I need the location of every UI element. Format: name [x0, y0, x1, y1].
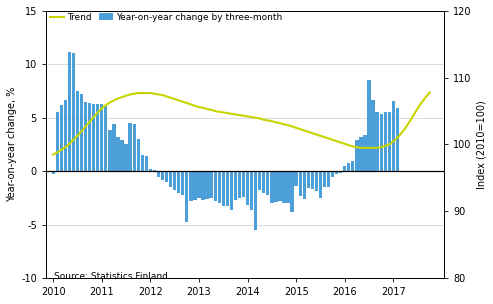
Bar: [181, 171, 184, 195]
Bar: [282, 171, 285, 203]
Bar: [157, 171, 160, 177]
Bar: [96, 104, 100, 171]
Bar: [141, 155, 144, 171]
Bar: [327, 171, 330, 187]
Bar: [396, 108, 399, 171]
Bar: [274, 171, 278, 202]
Bar: [104, 106, 107, 171]
Bar: [201, 171, 205, 200]
Bar: [193, 171, 197, 200]
Bar: [210, 171, 213, 198]
Bar: [254, 171, 257, 230]
Bar: [367, 80, 371, 171]
Bar: [299, 171, 302, 196]
Bar: [331, 171, 334, 177]
Bar: [76, 91, 79, 171]
Bar: [380, 113, 383, 171]
Bar: [294, 171, 298, 186]
Bar: [387, 112, 391, 171]
Bar: [144, 156, 148, 171]
Bar: [84, 102, 87, 171]
Bar: [133, 124, 136, 171]
Bar: [351, 161, 354, 171]
Bar: [307, 171, 310, 188]
Bar: [347, 163, 351, 171]
Bar: [290, 171, 294, 212]
Bar: [246, 171, 249, 206]
Bar: [371, 100, 375, 171]
Bar: [80, 94, 83, 171]
Y-axis label: Index (2010=100): Index (2010=100): [476, 100, 486, 189]
Bar: [60, 105, 63, 171]
Bar: [100, 104, 104, 171]
Bar: [286, 171, 290, 203]
Bar: [120, 140, 124, 171]
Bar: [359, 137, 362, 171]
Bar: [137, 139, 140, 171]
Bar: [56, 112, 59, 171]
Bar: [129, 123, 132, 171]
Legend: Trend, Year-on-year change by three-month: Trend, Year-on-year change by three-mont…: [50, 13, 283, 22]
Bar: [266, 171, 270, 195]
Bar: [213, 171, 217, 201]
Bar: [355, 140, 358, 171]
Bar: [64, 100, 67, 171]
Bar: [92, 104, 95, 171]
Bar: [88, 103, 91, 171]
Bar: [197, 171, 201, 198]
Bar: [335, 171, 338, 174]
Bar: [52, 171, 55, 174]
Bar: [68, 52, 71, 171]
Bar: [303, 171, 306, 199]
Bar: [226, 171, 229, 206]
Bar: [230, 171, 233, 210]
Bar: [116, 137, 120, 171]
Bar: [161, 171, 164, 180]
Bar: [363, 135, 367, 171]
Bar: [206, 171, 209, 199]
Bar: [242, 171, 245, 197]
Bar: [165, 171, 168, 182]
Bar: [222, 171, 225, 206]
Bar: [217, 171, 221, 203]
Bar: [189, 171, 192, 201]
Bar: [238, 171, 241, 198]
Bar: [169, 171, 172, 187]
Bar: [72, 53, 75, 171]
Text: Source: Statistics Finland: Source: Statistics Finland: [54, 272, 168, 281]
Bar: [234, 171, 237, 200]
Bar: [108, 130, 111, 171]
Bar: [384, 112, 387, 171]
Bar: [112, 124, 115, 171]
Bar: [391, 101, 395, 171]
Y-axis label: Year-on-year change, %: Year-on-year change, %: [7, 87, 17, 202]
Bar: [339, 171, 342, 173]
Bar: [270, 171, 274, 203]
Bar: [343, 166, 347, 171]
Bar: [185, 171, 188, 223]
Bar: [250, 171, 253, 210]
Bar: [319, 171, 322, 198]
Bar: [376, 112, 379, 171]
Bar: [173, 171, 176, 190]
Bar: [258, 171, 261, 190]
Bar: [149, 169, 152, 171]
Bar: [153, 170, 156, 171]
Bar: [177, 171, 180, 192]
Bar: [124, 144, 128, 171]
Bar: [279, 171, 282, 201]
Bar: [311, 171, 314, 189]
Bar: [262, 171, 265, 192]
Bar: [323, 171, 326, 187]
Bar: [315, 171, 318, 192]
